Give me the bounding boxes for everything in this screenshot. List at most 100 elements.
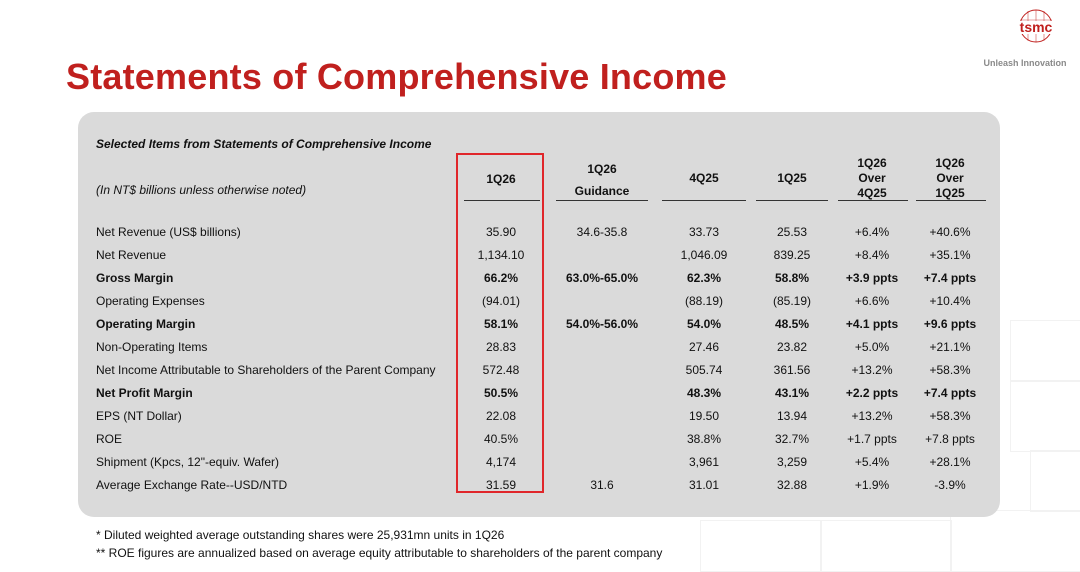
table-cell: +35.1% bbox=[929, 248, 971, 262]
table-row: Gross Margin 66.2% 63.0%-65.0% 62.3% 58.8% +3… bbox=[0, 271, 1080, 289]
table-cell: 40.5% bbox=[483, 432, 519, 446]
table-cell: +7.8 ppts bbox=[925, 432, 975, 446]
table-cell: +58.3% bbox=[929, 363, 971, 377]
table-cell: +5.4% bbox=[854, 455, 890, 469]
background-decoration bbox=[820, 520, 952, 572]
table-cell: 48.3% bbox=[686, 386, 722, 400]
table-cell: (94.01) bbox=[481, 294, 521, 308]
background-decoration bbox=[1030, 450, 1080, 512]
row-label: Net Profit Margin bbox=[96, 386, 193, 400]
table-cell: 32.88 bbox=[776, 478, 808, 492]
row-label: Non-Operating Items bbox=[96, 340, 208, 354]
table-cell: 13.94 bbox=[776, 409, 808, 423]
table-row: Operating Expenses (94.01) (88.19) (85.19) +… bbox=[0, 294, 1080, 312]
table-cell: +6.4% bbox=[854, 225, 890, 239]
table-row: Average Exchange Rate--USD/NTD 31.59 31.6 3… bbox=[0, 478, 1080, 496]
table-cell: 33.73 bbox=[688, 225, 720, 239]
table-cell: +4.1 ppts bbox=[845, 317, 899, 331]
background-decoration bbox=[1010, 320, 1080, 382]
row-label: EPS (NT Dollar) bbox=[96, 409, 182, 423]
table-cell: +13.2% bbox=[851, 409, 893, 423]
header-underline bbox=[464, 200, 540, 201]
table-cell: 34.6-35.8 bbox=[576, 225, 628, 239]
table-cell: +10.4% bbox=[929, 294, 971, 308]
footnote-eps: * Diluted weighted average outstanding s… bbox=[96, 528, 505, 542]
header-underline bbox=[556, 200, 648, 201]
table-cell: 38.8% bbox=[686, 432, 722, 446]
table-caption: Selected Items from Statements of Compre… bbox=[96, 137, 432, 151]
table-cell: 54.0% bbox=[686, 317, 722, 331]
table-cell: +1.9% bbox=[854, 478, 890, 492]
table-cell: 3,259 bbox=[776, 455, 808, 469]
table-row: Net Income Attributable to Shareholders … bbox=[0, 363, 1080, 381]
column-header-4q25: 4Q25 bbox=[689, 171, 719, 185]
table-cell: +7.4 ppts bbox=[923, 271, 977, 285]
table-cell: +40.6% bbox=[929, 225, 971, 239]
footnote-roe: ** ROE figures are annualized based on a… bbox=[96, 546, 663, 560]
brand-tagline: Unleash Innovation bbox=[983, 58, 1067, 68]
table-cell: 58.8% bbox=[774, 271, 810, 285]
column-header-guidance: 1Q26 Guidance bbox=[574, 162, 630, 198]
table-cell: -3.9% bbox=[934, 478, 966, 492]
table-row: Net Revenue 1,134.10 1,046.09 839.25 +8.4% +3… bbox=[0, 248, 1080, 266]
table-cell: 32.7% bbox=[774, 432, 810, 446]
table-cell: (85.19) bbox=[772, 294, 812, 308]
table-cell: 22.08 bbox=[485, 409, 517, 423]
column-header-yoy: 1Q26 Over 1Q25 bbox=[935, 156, 965, 200]
header-underline bbox=[756, 200, 828, 201]
tsmc-logo-icon: tsmc bbox=[1008, 9, 1064, 43]
table-cell: 23.82 bbox=[776, 340, 808, 354]
table-cell: 28.83 bbox=[485, 340, 517, 354]
table-cell: +1.7 ppts bbox=[847, 432, 897, 446]
table-cell: 58.1% bbox=[483, 317, 519, 331]
background-decoration bbox=[950, 510, 1080, 572]
table-cell: 1,134.10 bbox=[477, 248, 525, 262]
row-label: Operating Expenses bbox=[96, 294, 205, 308]
table-row: Net Profit Margin 50.5% 48.3% 43.1% +2.2 ppt… bbox=[0, 386, 1080, 404]
header-underline bbox=[916, 200, 986, 201]
column-header-1q26: 1Q26 bbox=[486, 172, 516, 186]
table-cell: +8.4% bbox=[854, 248, 890, 262]
table-cell: +5.0% bbox=[854, 340, 890, 354]
column-header-qoq: 1Q26 Over 4Q25 bbox=[857, 156, 887, 200]
page-title: Statements of Comprehensive Income bbox=[66, 56, 727, 97]
table-row: Net Revenue (US$ billions) 35.90 34.6-35.8… bbox=[0, 225, 1080, 243]
header-underline bbox=[838, 200, 908, 201]
table-cell: +58.3% bbox=[929, 409, 971, 423]
row-label: Operating Margin bbox=[96, 317, 196, 331]
row-label: Net Income Attributable to Shareholders … bbox=[96, 363, 436, 377]
header-underline bbox=[662, 200, 746, 201]
current-quarter-highlight bbox=[456, 153, 544, 493]
table-cell: 839.25 bbox=[773, 248, 811, 262]
row-label: Average Exchange Rate--USD/NTD bbox=[96, 478, 288, 492]
table-cell: +13.2% bbox=[851, 363, 893, 377]
table-cell: 62.3% bbox=[686, 271, 722, 285]
column-header-1q25: 1Q25 bbox=[777, 171, 807, 185]
table-cell: 50.5% bbox=[483, 386, 519, 400]
table-cell: 66.2% bbox=[483, 271, 519, 285]
table-cell: 43.1% bbox=[774, 386, 810, 400]
table-cell: +28.1% bbox=[929, 455, 971, 469]
table-cell: 4,174 bbox=[485, 455, 517, 469]
table-cell: 25.53 bbox=[776, 225, 808, 239]
background-decoration bbox=[1010, 380, 1080, 452]
row-label: Shipment (Kpcs, 12"-equiv. Wafer) bbox=[96, 455, 279, 469]
row-label: ROE bbox=[96, 432, 123, 446]
svg-text:tsmc: tsmc bbox=[1020, 19, 1053, 35]
background-decoration bbox=[700, 520, 822, 572]
table-cell: 31.6 bbox=[590, 478, 614, 492]
table-cell: 572.48 bbox=[482, 363, 520, 377]
table-cell: 361.56 bbox=[773, 363, 811, 377]
table-cell: +21.1% bbox=[929, 340, 971, 354]
row-label: Net Revenue (US$ billions) bbox=[96, 225, 241, 239]
table-cell: 27.46 bbox=[688, 340, 720, 354]
table-panel bbox=[78, 112, 1000, 517]
table-row: EPS (NT Dollar) 22.08 19.50 13.94 +13.2% +58.… bbox=[0, 409, 1080, 427]
table-cell: +7.4 ppts bbox=[923, 386, 977, 400]
table-cell: 31.01 bbox=[688, 478, 720, 492]
table-cell: 1,046.09 bbox=[680, 248, 728, 262]
table-cell: 31.59 bbox=[485, 478, 517, 492]
table-row: Shipment (Kpcs, 12"-equiv. Wafer) 4,174 3,… bbox=[0, 455, 1080, 473]
table-cell: 19.50 bbox=[688, 409, 720, 423]
table-cell: +9.6 ppts bbox=[923, 317, 977, 331]
